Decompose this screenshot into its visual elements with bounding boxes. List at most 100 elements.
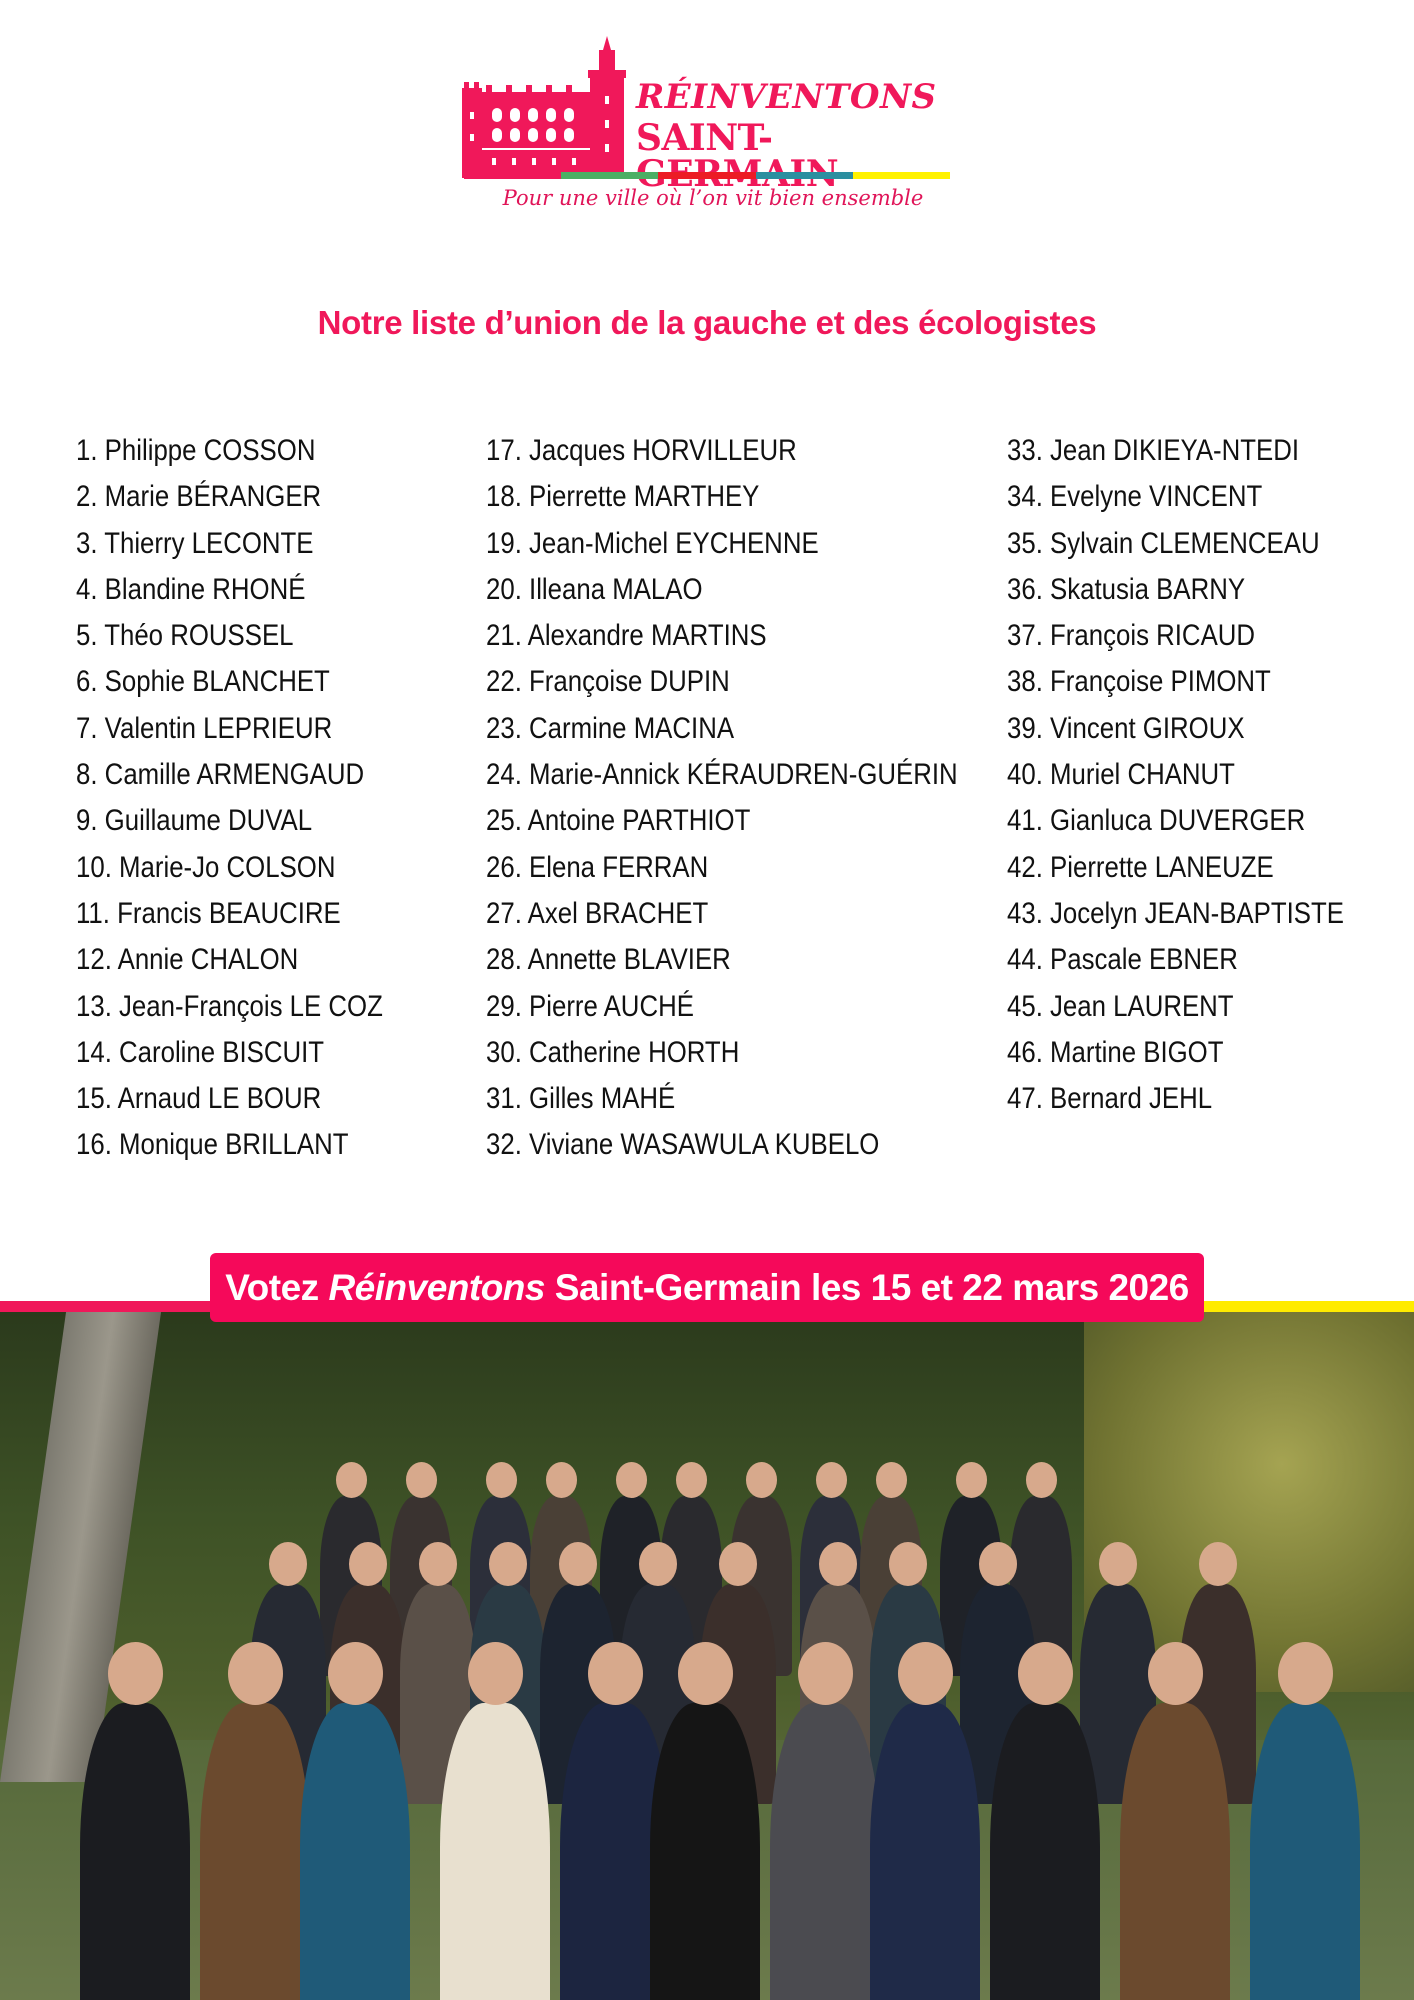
candidate-item: 42. Pierrette LANEUZE [1007,850,1274,884]
candidate-item: 8. Camille ARMENGAUD [76,758,365,792]
person [870,1702,980,2000]
person-head [889,1542,927,1586]
person-head [489,1542,527,1586]
banner-italic: Réinventons [328,1267,545,1308]
candidate-column-1: 1. Philippe COSSON 2. Marie BÉRANGER 3. Th… [76,428,433,1169]
candidate-item: 41. Gianluca DUVERGER [1007,804,1306,838]
candidate-item: 13. Jean-François LE COZ [76,989,383,1023]
vote-banner: Votez Réinventons Saint-Germain les 15 e… [210,1253,1204,1322]
candidate-item: 10. Marie-Jo COLSON [76,850,336,884]
person-head [1099,1542,1137,1586]
person-head [745,1462,777,1498]
candidate-item: 43. Jocelyn JEAN-BAPTISTE [1007,896,1344,930]
candidate-item: 35. Sylvain CLEMENCEAU [1007,526,1320,560]
person-head [897,1642,953,1706]
candidate-item: 30. Catherine HORTH [486,1035,740,1069]
candidate-item: 15. Arnaud LE BOUR [76,1082,322,1116]
candidate-item: 16. Monique BRILLANT [76,1128,349,1162]
candidate-item: 5. Théo ROUSSEL [76,619,294,653]
person [650,1702,760,2000]
person-head [335,1462,367,1498]
yellow-stripe [1200,1301,1414,1312]
candidate-item: 4. Blandine RHONÉ [76,572,306,606]
candidate-item: 20. Illeana MALAO [486,572,703,606]
candidate-item: 2. Marie BÉRANGER [76,480,322,514]
brand-line-2: SAINT-GERMAIN [636,117,839,195]
candidate-column-2: 17. Jacques HORVILLEUR 18. Pierrette MART… [486,428,1034,1169]
person-head [587,1642,643,1706]
person-head [485,1462,517,1498]
candidate-item: 7. Valentin LEPRIEUR [76,711,333,745]
person-head [719,1542,757,1586]
person [200,1702,310,2000]
person-head [955,1462,987,1498]
group-photo [0,1312,1414,2000]
candidate-item: 33. Jean DIKIEYA-NTEDI [1007,434,1300,467]
candidate-item: 37. François RICAUD [1007,619,1256,653]
person-head [545,1462,577,1498]
person-head [677,1642,733,1706]
brand-line-1: RÉINVENTONS [636,77,937,117]
candidate-item: 24. Marie-Annick KÉRAUDREN-GUÉRIN [486,758,958,792]
person-head [559,1542,597,1586]
candidate-item: 1. Philippe COSSON [76,434,316,467]
candidate-item: 46. Martine BIGOT [1007,1035,1224,1069]
candidate-item: 21. Alexandre MARTINS [486,619,767,653]
candidate-item: 22. Françoise DUPIN [486,665,730,699]
candidate-item: 38. Françoise PIMONT [1007,665,1271,699]
candidate-column-3: 33. Jean DIKIEYA-NTEDI 34. Evelyne VINCEN… [1007,428,1399,1122]
candidate-item: 11. Francis BEAUCIRE [76,896,341,930]
list-heading: Notre liste d’union de la gauche et des … [317,304,1097,341]
candidate-item: 32. Viviane WASAWULA KUBELO [486,1128,880,1162]
castle-icon [462,36,626,178]
candidate-item: 23. Carmine MACINA [486,711,735,745]
candidate-item: 39. Vincent GIROUX [1007,711,1245,745]
color-bar [755,172,853,179]
candidate-item: 6. Sophie BLANCHET [76,665,330,699]
candidate-item: 36. Skatusia BARNY [1007,572,1246,606]
person-head [405,1462,437,1498]
color-bars [464,172,951,179]
person-head [1199,1542,1237,1586]
color-bar [658,172,756,179]
person-head [797,1642,853,1706]
candidate-item: 34. Evelyne VINCENT [1007,480,1263,514]
candidate-item: 12. Annie CHALON [76,943,299,977]
person-head [467,1642,523,1706]
candidate-item: 19. Jean-Michel EYCHENNE [486,526,819,560]
person-head [349,1542,387,1586]
person [80,1702,190,2000]
color-bar [464,172,562,179]
candidate-item: 40. Muriel CHANUT [1007,758,1235,792]
tagline: Pour une ville où l’on vit bien ensemble [502,186,924,210]
candidate-item: 25. Antoine PARTHIOT [486,804,751,838]
color-bar [561,172,659,179]
candidate-item: 31. Gilles MAHÉ [486,1082,676,1116]
color-bar [852,172,951,179]
person [990,1702,1100,2000]
person-head [819,1542,857,1586]
person-head [615,1462,647,1498]
candidate-item: 44. Pascale EBNER [1007,943,1238,977]
person-head [979,1542,1017,1586]
candidate-item: 45. Jean LAURENT [1007,989,1234,1023]
person-head [327,1642,383,1706]
candidate-item: 9. Guillaume DUVAL [76,804,313,838]
banner-prefix: Votez [225,1267,329,1308]
person-head [107,1642,163,1706]
person-head [1025,1462,1057,1498]
candidate-item: 28. Annette BLAVIER [486,943,731,977]
person-head [1017,1642,1073,1706]
candidate-item: 14. Caroline BISCUIT [76,1035,325,1069]
candidate-item: 3. Thierry LECONTE [76,526,314,560]
candidate-item: 27. Axel BRACHET [486,896,709,930]
person [440,1702,550,2000]
pink-stripe [0,1301,215,1312]
person-head [419,1542,457,1586]
person-head [875,1462,907,1498]
person-head [675,1462,707,1498]
person-head [639,1542,677,1586]
candidate-item: 29. Pierre AUCHÉ [486,989,694,1023]
person-head [227,1642,283,1706]
person-head [1277,1642,1333,1706]
